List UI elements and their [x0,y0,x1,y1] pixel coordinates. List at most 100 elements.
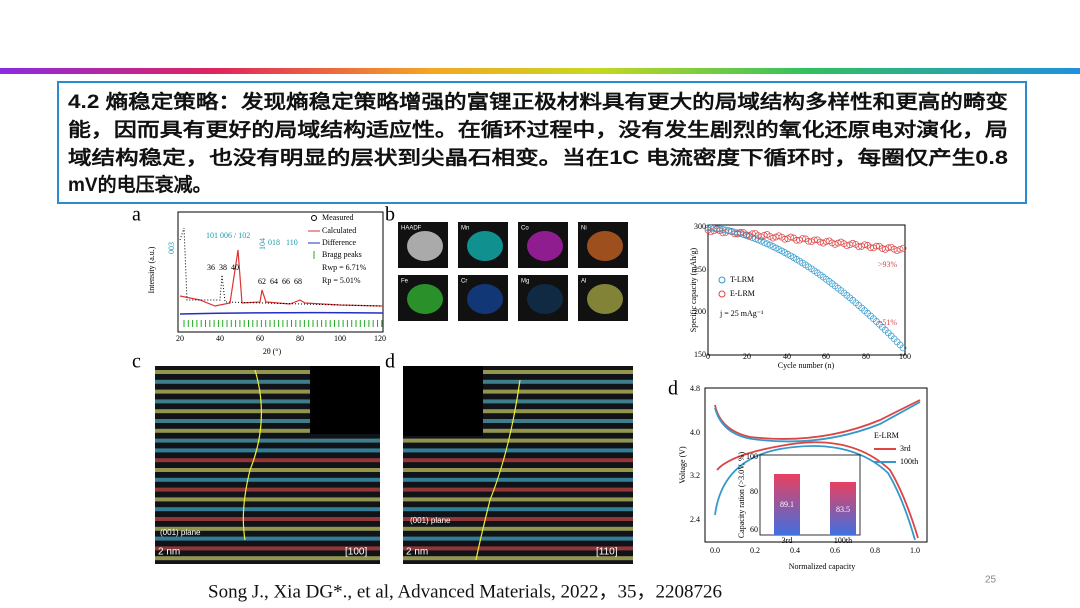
x-tick: 100 [334,334,346,343]
map-blob [467,284,503,314]
y-label: Voltage (V) [678,446,687,484]
inset-tick: 36 [207,263,215,272]
lattice-row [155,487,380,492]
map-blob [467,231,503,261]
rp: Rp = 5.01% [322,276,361,285]
inset-value: 83.5 [836,505,850,514]
marker [799,235,806,242]
lattice-row [403,370,633,374]
shape [718,290,726,298]
inset-tick: 62 [258,277,266,286]
lattice-row [155,399,380,404]
panel-label: d [668,378,678,400]
text-box [57,81,1027,204]
zone-axis: [110] [596,547,618,558]
x-tick: 0.6 [830,546,840,555]
lattice-row [403,448,633,453]
y-tick: 300 [694,222,706,231]
inset-tick: 38 [219,263,227,272]
x-label: 2θ (°) [263,347,282,356]
marker [763,240,771,248]
lattice-row [155,370,380,374]
shape [718,276,726,284]
lattice-row [155,468,380,472]
inset-tick: 66 [282,277,290,286]
rwp: Rwp = 6.71% [322,263,367,272]
tile-label: Co [521,226,529,232]
panel-label: c [132,351,141,373]
peak: 101 [206,231,218,240]
lattice-row [403,399,633,404]
curve [714,399,921,440]
axes [707,224,906,356]
lattice-row [403,517,633,521]
lattice-row [155,546,380,551]
x-tick: 0.4 [790,546,800,555]
shape [311,215,317,221]
curve [716,441,919,539]
lattice-row [155,419,380,423]
boundary [475,379,521,561]
panel-label: b [385,204,395,226]
lattice-row [155,517,380,521]
tile-label: Al [581,279,586,285]
marker [899,244,907,252]
axes [704,387,928,543]
y-tick: 3.2 [690,471,700,480]
lattice-row [155,497,380,502]
lattice-row [403,546,633,551]
marker [849,239,857,247]
citation: Song J., Xia DG*., et al, Advanced Mater… [208,581,722,602]
curve [179,311,384,315]
marker [896,245,904,253]
peak: 018 [268,238,280,247]
x-tick: 0.8 [870,546,880,555]
inset-value: 89.1 [780,500,794,509]
marker [831,241,839,248]
x-tick: 1.0 [910,546,920,555]
marker [899,344,907,352]
map-blob [407,284,443,314]
marker [787,233,795,241]
lattice-row [403,409,633,414]
lattice-row [403,507,633,512]
retention: >93% [878,260,898,269]
header-line: 域结构稳定，也没有明显的层状到尖晶石相变。当在1C 电流密度下循环时，每圈仅产生… [68,146,1008,169]
group: Specific capacity (mAh/g) Cycle number (… [689,222,911,370]
x-tick: 100 [899,352,911,361]
marker [793,236,801,244]
marker [769,234,777,242]
zone-axis: [100] [345,547,367,558]
group: 4.2 熵稳定策略：发现熵稳定策略增强的富锂正极材料具有更大的局域结构多样性和更… [68,90,1008,196]
curve [714,445,916,541]
page-number: 25 [985,575,997,586]
tile-label: Mg [521,279,529,285]
inset-y-tick: 60 [750,525,758,534]
legend: 100th [900,457,918,466]
inset-tick: 68 [294,277,302,286]
lattice-row [403,379,633,384]
inset-y-label: Capacity ration (>3.0V, %) [737,451,746,538]
scale-bar: 2 nm [406,547,428,558]
lattice-row [403,497,633,502]
x-tick: 20 [743,352,751,361]
legend: Calculated [322,226,356,235]
x-tick: 120 [374,334,386,343]
x-tick: 60 [256,334,264,343]
y-label: Intensity (a.u.) [147,246,156,293]
x-tick: 40 [783,352,791,361]
plane: (001) plane [410,516,451,525]
inset-category: 3rd [782,536,793,545]
marker [861,241,868,249]
inset-bar [830,482,856,535]
x-label: Normalized capacity [789,562,855,571]
x-label: Cycle number (n) [778,361,835,370]
lattice-row [155,507,380,512]
peak: 006 / 102 [220,231,250,240]
group: HAADF Mn Co Ni Fe Cr Mg Al [398,222,628,321]
legend: Difference [322,238,357,247]
x-tick: 80 [862,352,870,361]
marker [748,230,756,238]
header-line: mV的电压衰减。 [68,173,212,196]
